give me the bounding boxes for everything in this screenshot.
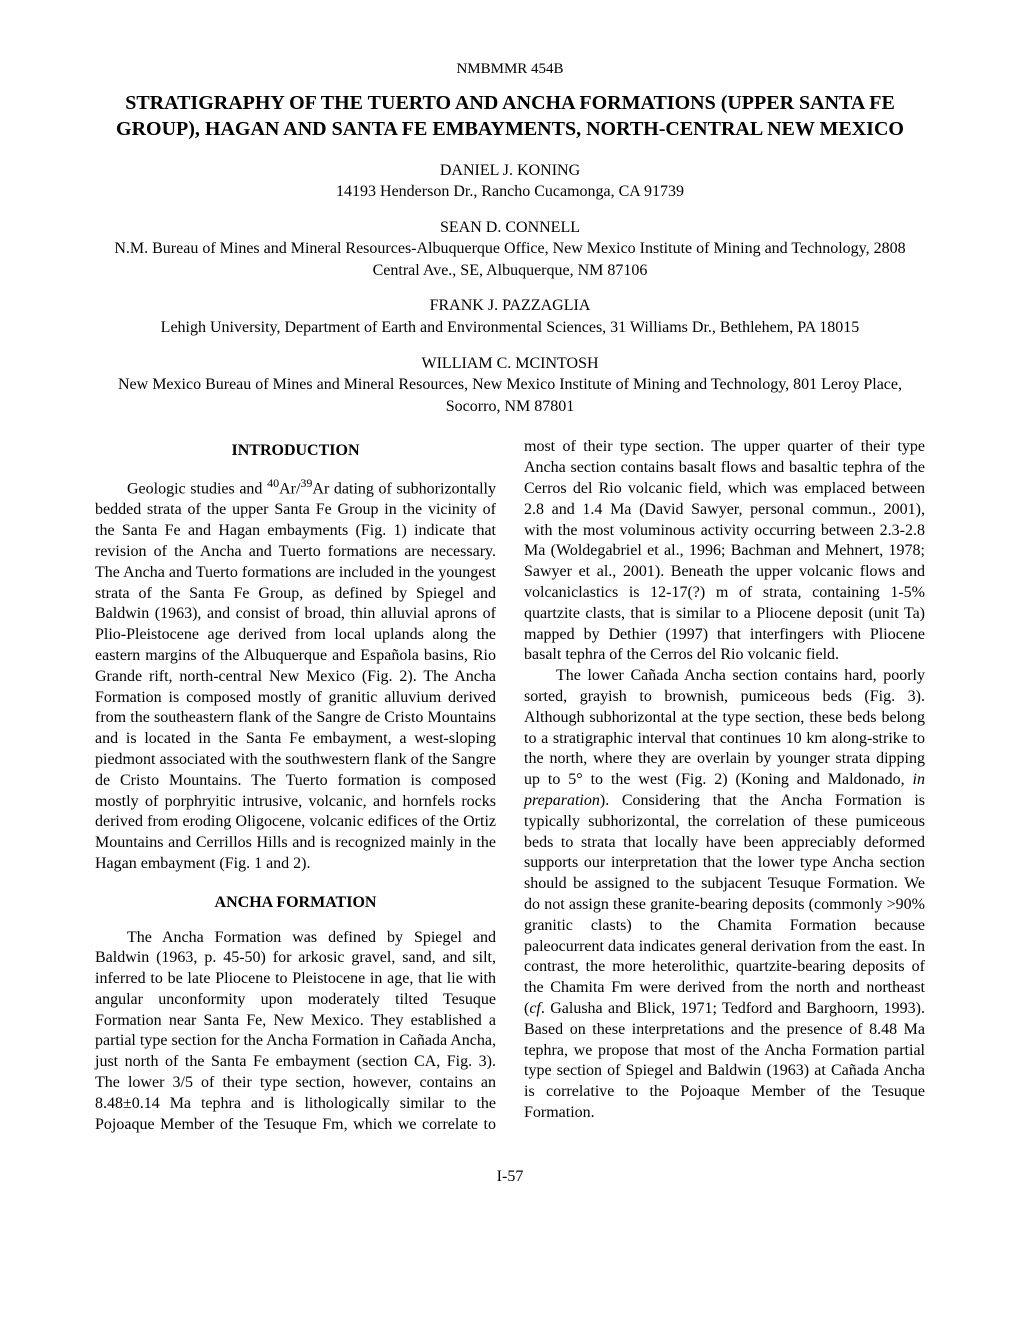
page-number: I-57 [95,1167,925,1188]
author-block-3: FRANK J. PAZZAGLIA Lehigh University, De… [95,295,925,338]
ancha-paragraph-2: The lower Cañada Ancha section contains … [524,666,925,1124]
author-name: SEAN D. CONNELL [95,217,925,239]
author-name: DANIEL J. KONING [95,160,925,182]
author-name: WILLIAM C. MCINTOSH [95,353,925,375]
author-block-1: DANIEL J. KONING 14193 Henderson Dr., Ra… [95,160,925,203]
section-heading-introduction: INTRODUCTION [95,441,496,462]
author-name: FRANK J. PAZZAGLIA [95,295,925,317]
author-affiliation: Lehigh University, Department of Earth a… [95,317,925,339]
author-block-4: WILLIAM C. MCINTOSH New Mexico Bureau of… [95,353,925,418]
document-id: NMBMMR 454B [95,60,925,80]
section-heading-ancha: ANCHA FORMATION [95,893,496,914]
author-block-2: SEAN D. CONNELL N.M. Bureau of Mines and… [95,217,925,282]
body-columns: INTRODUCTION Geologic studies and 40Ar/3… [95,437,925,1135]
intro-paragraph-1: Geologic studies and 40Ar/39Ar dating of… [95,476,496,874]
author-affiliation: 14193 Henderson Dr., Rancho Cucamonga, C… [95,181,925,203]
author-affiliation: N.M. Bureau of Mines and Mineral Resourc… [95,238,925,281]
author-affiliation: New Mexico Bureau of Mines and Mineral R… [95,374,925,417]
paper-title: STRATIGRAPHY OF THE TUERTO AND ANCHA FOR… [95,90,925,142]
